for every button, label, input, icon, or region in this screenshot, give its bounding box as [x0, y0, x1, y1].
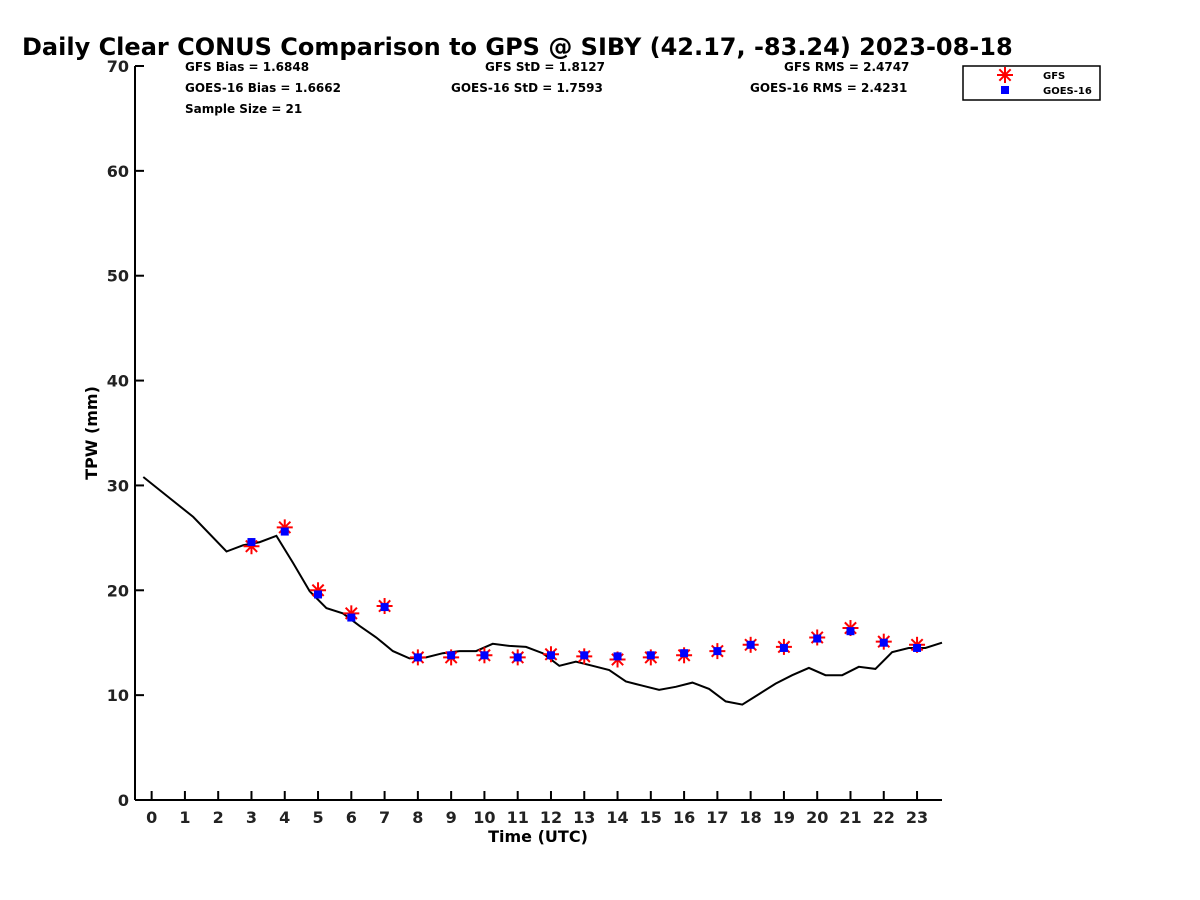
- x-tick-label: 14: [606, 808, 628, 827]
- goes-point: [480, 651, 489, 660]
- goes-point: [447, 651, 456, 660]
- goes-std-text: GOES-16 StD = 1.7593: [451, 81, 603, 95]
- legend: GFS GOES-16: [962, 65, 1101, 101]
- x-tick-label: 5: [312, 808, 323, 827]
- legend-gfs-marker: [997, 67, 1013, 83]
- goes-point: [280, 527, 289, 536]
- y-tick-label: 50: [107, 267, 129, 286]
- stats-panel: GFS Bias = 1.6848 GFS StD = 1.8127 GFS R…: [185, 60, 909, 116]
- gfs-std-text: GFS StD = 1.8127: [485, 60, 605, 74]
- x-tick-label: 12: [540, 808, 562, 827]
- goes-point: [680, 649, 689, 658]
- gfs-bias-text: GFS Bias = 1.6848: [185, 60, 309, 74]
- goes-point: [314, 590, 323, 599]
- x-tick-label: 3: [246, 808, 257, 827]
- y-tick-label: 30: [107, 476, 129, 495]
- x-tick-label: 7: [379, 808, 390, 827]
- legend-gfs-asterisk: [997, 67, 1013, 83]
- legend-goes-label: GOES-16: [1043, 86, 1092, 97]
- goes-point: [813, 634, 822, 643]
- goes-point: [413, 653, 422, 662]
- legend-box: [962, 65, 1101, 101]
- chart-title: Daily Clear CONUS Comparison to GPS @ SI…: [22, 33, 1013, 61]
- y-tick-label: 20: [107, 581, 129, 600]
- goes-point: [613, 652, 622, 661]
- x-tick-label: 18: [740, 808, 762, 827]
- goes-point: [247, 538, 256, 547]
- x-tick-label: 20: [806, 808, 828, 827]
- goes-point: [546, 651, 555, 660]
- y-tick-label: 10: [107, 686, 129, 705]
- goes-point: [380, 603, 389, 612]
- y-tick-label: 0: [118, 791, 129, 810]
- sample-size-text: Sample Size = 21: [185, 102, 302, 116]
- goes-point: [846, 627, 855, 636]
- x-tick-label: 16: [673, 808, 695, 827]
- gfs-rms-text: GFS RMS = 2.4747: [784, 60, 909, 74]
- x-tick-label: 13: [573, 808, 595, 827]
- x-tick-label: 15: [640, 808, 662, 827]
- goes-point: [513, 653, 522, 662]
- x-tick-label: 6: [346, 808, 357, 827]
- x-tick-label: 0: [146, 808, 157, 827]
- goes-point: [746, 640, 755, 649]
- x-axis-label: Time (UTC): [488, 827, 588, 846]
- y-axis-label: TPW (mm): [82, 386, 101, 480]
- plot-area: [142, 476, 943, 706]
- goes-rms-text: GOES-16 RMS = 2.4231: [750, 81, 907, 95]
- x-tick-label: 19: [773, 808, 795, 827]
- legend-goes-marker: [1001, 86, 1009, 94]
- legend-gfs-label: GFS: [1043, 71, 1065, 82]
- goes-point: [913, 643, 922, 652]
- x-tick-label: 17: [706, 808, 728, 827]
- goes-point: [779, 643, 788, 652]
- y-tick-label: 70: [107, 57, 129, 76]
- y-tick-label: 60: [107, 162, 129, 181]
- goes-point: [879, 638, 888, 647]
- y-tick-label: 40: [107, 372, 129, 391]
- x-tick-label: 21: [839, 808, 861, 827]
- goes-point: [713, 647, 722, 656]
- x-tick-label: 2: [213, 808, 224, 827]
- x-tick-label: 9: [446, 808, 457, 827]
- x-tick-label: 22: [873, 808, 895, 827]
- goes-point: [646, 651, 655, 660]
- x-tick-label: 8: [412, 808, 423, 827]
- x-tick-label: 4: [279, 808, 290, 827]
- goes-point: [580, 651, 589, 660]
- x-tick-label: 11: [507, 808, 529, 827]
- x-tick-label: 23: [906, 808, 928, 827]
- asterisk-stroke: [998, 68, 1012, 82]
- goes-bias-text: GOES-16 Bias = 1.6662: [185, 81, 341, 95]
- gps-series-line: [142, 476, 943, 706]
- goes-point: [347, 613, 356, 622]
- x-tick-label: 1: [179, 808, 190, 827]
- x-tick-label: 10: [473, 808, 495, 827]
